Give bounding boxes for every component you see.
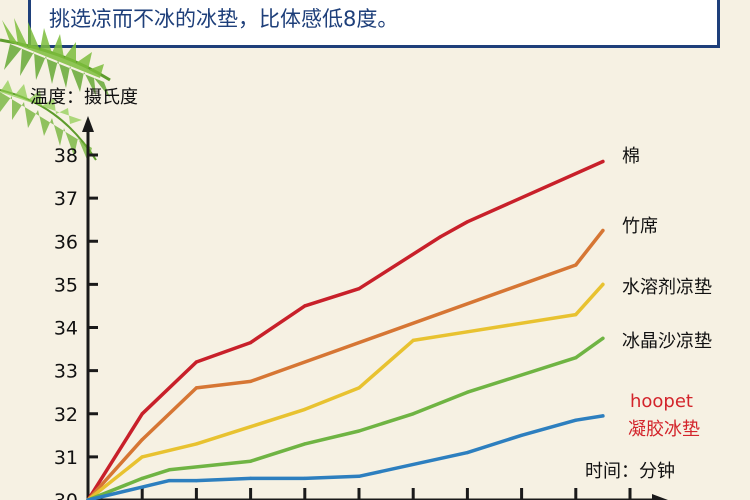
y-tick-label: 38: [54, 145, 78, 167]
series-label-4: 冰晶沙凉垫: [622, 331, 712, 352]
series-line-5: [86, 414, 605, 500]
series-point: [249, 379, 253, 383]
tip-banner-text: 挑选凉而不冰的冰垫，比体感低8度。: [49, 7, 399, 31]
series-line-1: [86, 159, 605, 500]
series-point: [357, 474, 361, 478]
series-point: [140, 485, 144, 489]
series-line-3: [86, 282, 605, 500]
series-point: [601, 414, 605, 418]
series-point: [140, 476, 144, 480]
y-tick-label: 34: [54, 318, 78, 340]
series-point: [411, 338, 415, 342]
series-point: [194, 386, 198, 390]
series-label-2: 竹席: [622, 216, 658, 237]
series-point: [601, 159, 605, 164]
series-point: [465, 220, 469, 224]
series-point: [465, 451, 469, 455]
series-point: [249, 476, 253, 480]
series-label-1: 棉: [622, 146, 640, 167]
series-label-hoopet-brand: hoopet: [630, 391, 693, 412]
series-point: [465, 390, 469, 394]
series-line-2: [86, 228, 605, 500]
series-point: [411, 412, 415, 416]
series-point: [140, 455, 144, 459]
x-axis-label: 时间：分钟: [585, 461, 675, 482]
y-tick-label: 31: [54, 447, 78, 469]
series-point: [249, 341, 253, 345]
series-point: [194, 360, 198, 364]
series-point: [357, 429, 361, 433]
series-point: [194, 442, 198, 446]
y-tick-label: 30: [54, 490, 78, 500]
series-point: [574, 418, 578, 422]
series-point: [601, 282, 605, 286]
series-point: [194, 479, 198, 483]
tip-banner: 挑选凉而不冰的冰垫，比体感低8度。: [28, 0, 720, 48]
series-point: [303, 442, 307, 446]
series-point: [574, 356, 578, 360]
series-point: [520, 433, 524, 437]
series-point: [303, 476, 307, 480]
series-point: [601, 228, 605, 233]
x-axis-arrow: [652, 494, 668, 500]
series-line-4: [86, 336, 605, 500]
series-point: [167, 468, 171, 472]
series-point: [438, 235, 442, 239]
series-point: [303, 304, 307, 308]
y-tick-label: 32: [54, 404, 78, 426]
y-axis-label: 温度：摄氏度: [30, 87, 138, 108]
series-point: [601, 336, 605, 340]
series-point: [140, 412, 144, 416]
palm-leaf-decoration: [0, 18, 111, 162]
series-point: [357, 287, 361, 291]
series-point: [357, 386, 361, 390]
series-point: [249, 459, 253, 463]
series-point: [574, 313, 578, 317]
series-point: [167, 479, 171, 483]
series-label-3: 水溶剂凉垫: [622, 277, 712, 298]
y-tick-label: 33: [54, 361, 78, 383]
series-label-hoopet-product: 凝胶冰垫: [628, 419, 700, 440]
y-tick-label: 35: [54, 274, 78, 296]
series-point: [465, 330, 469, 334]
series-point: [574, 263, 578, 267]
series-point: [303, 407, 307, 411]
series-point: [140, 438, 144, 442]
y-axis-arrow: [82, 116, 94, 132]
y-tick-label: 37: [54, 188, 78, 210]
y-tick-label: 36: [54, 231, 78, 253]
series-point: [249, 425, 253, 429]
